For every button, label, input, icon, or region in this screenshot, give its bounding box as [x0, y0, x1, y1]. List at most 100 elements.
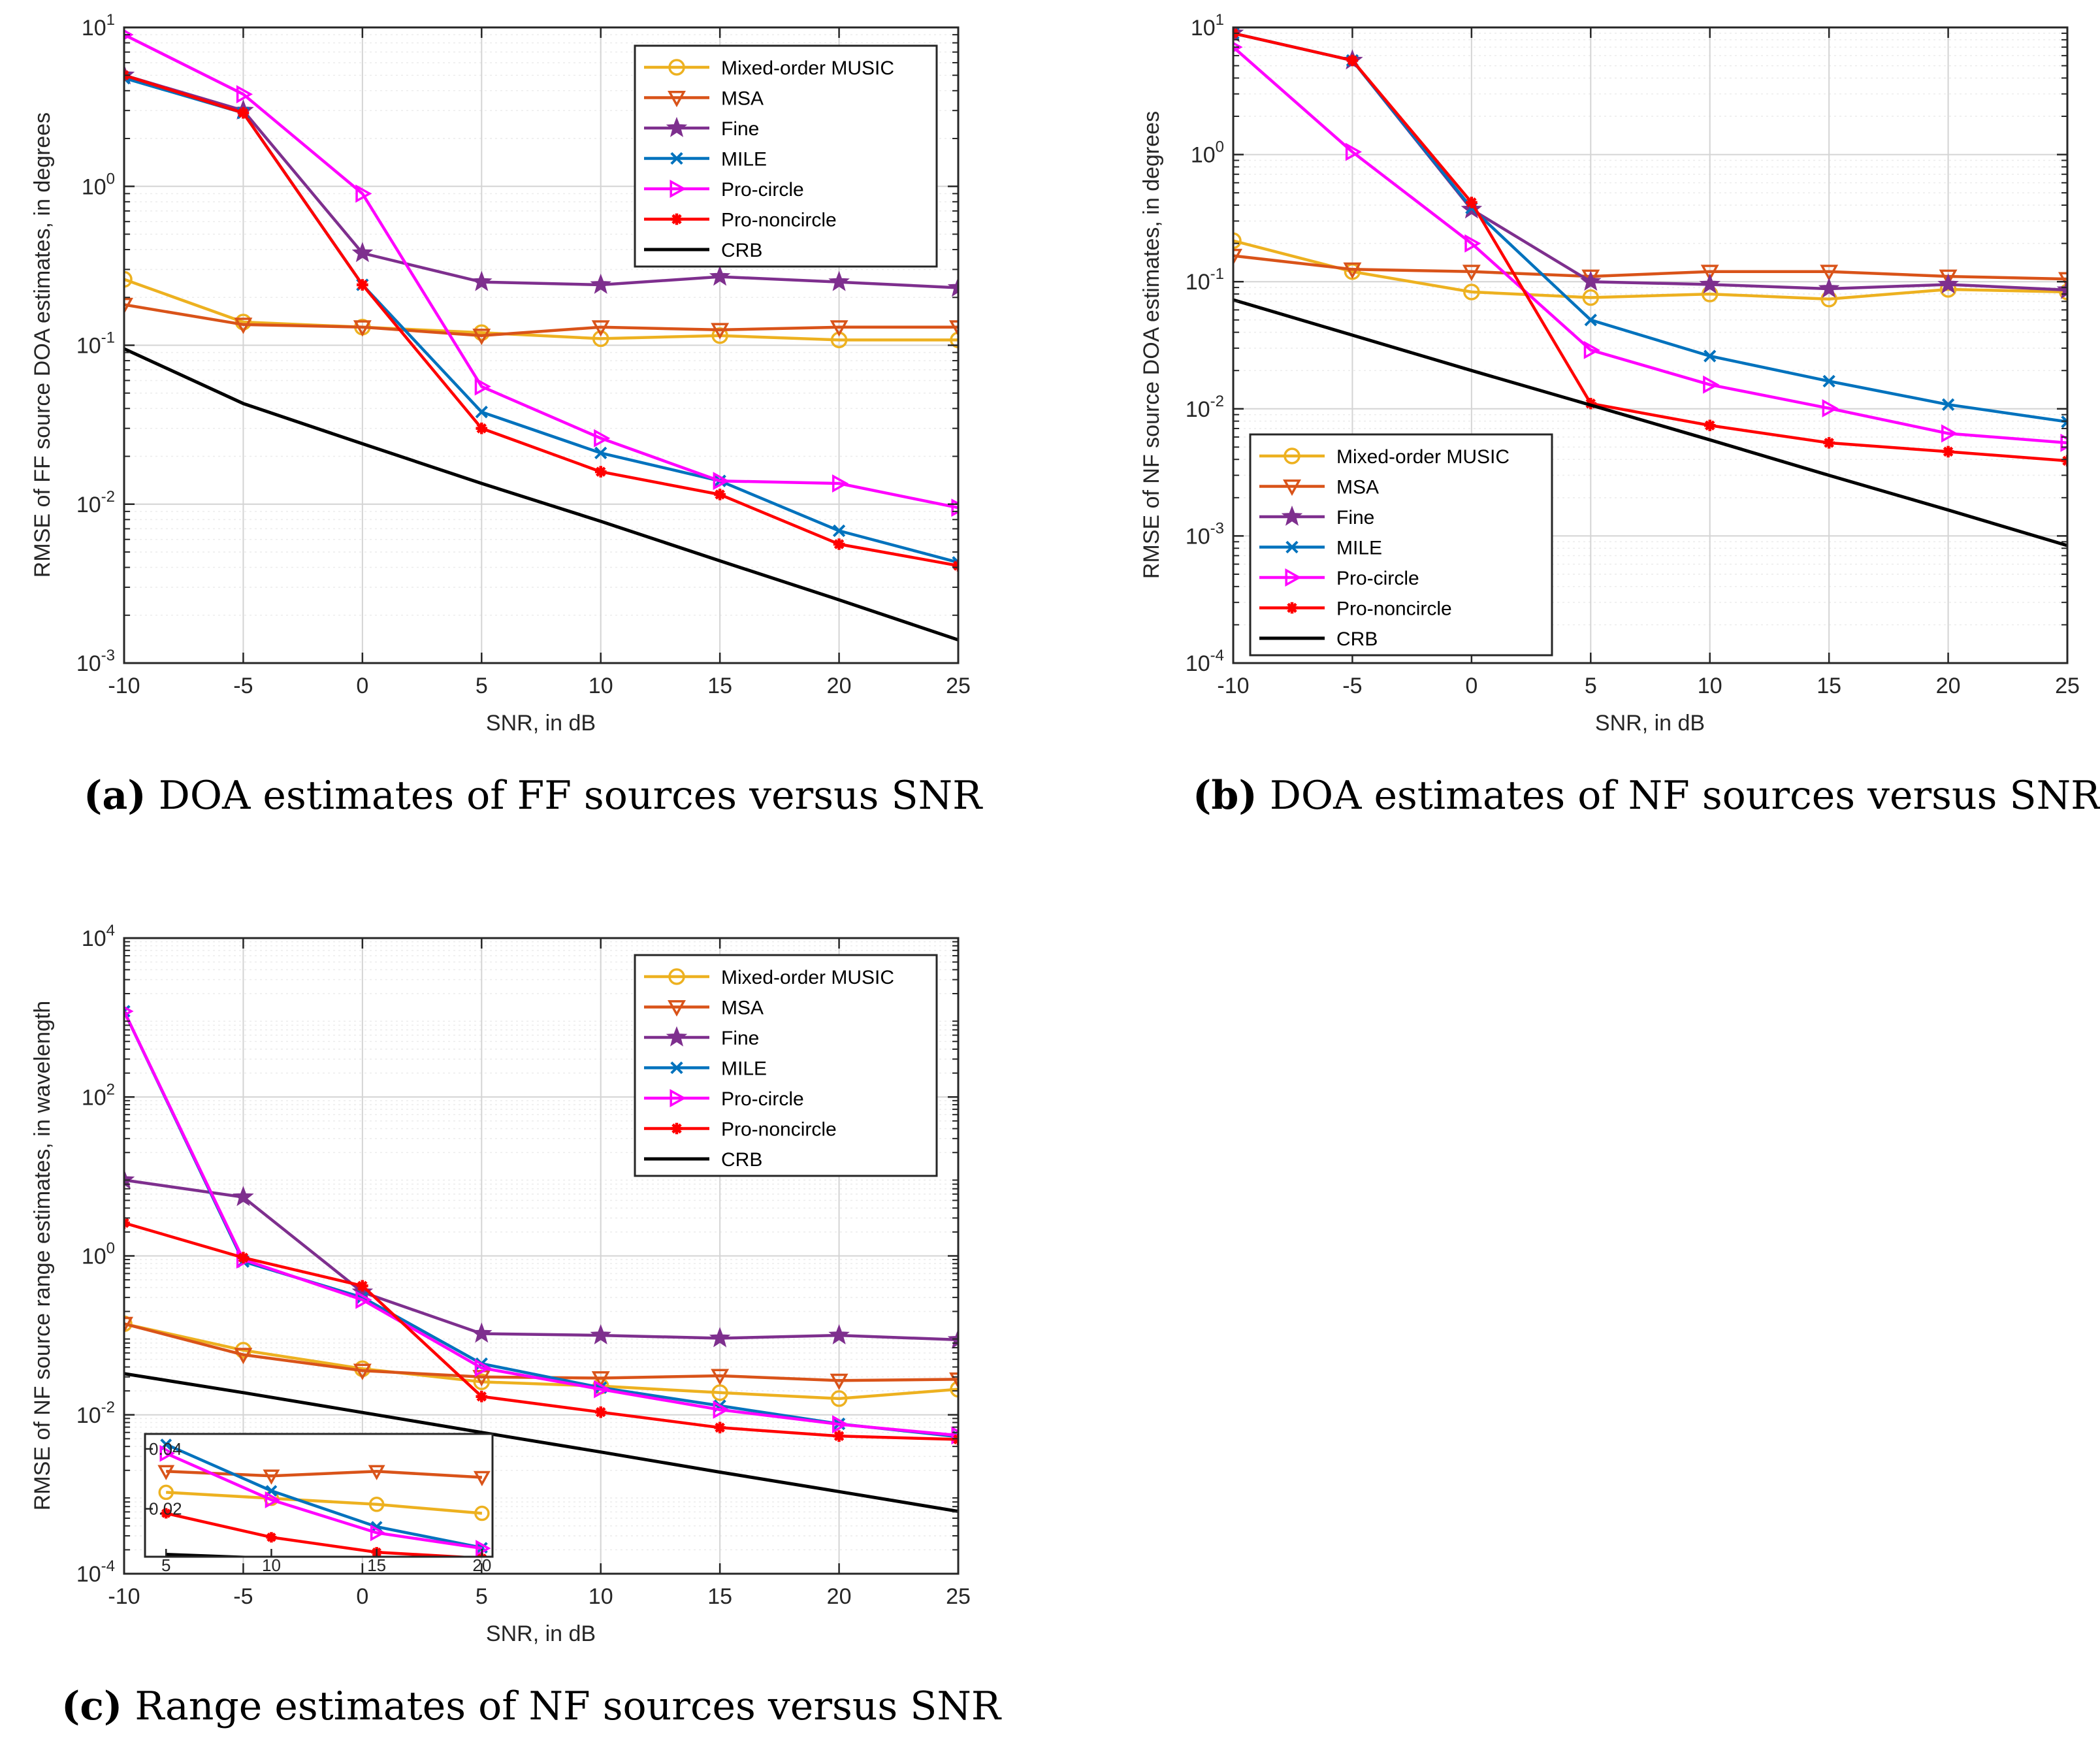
data-point [711, 1369, 730, 1386]
legend-c: Mixed-order MUSIC MSA Fine MILE Pro-circle Pr… [634, 954, 938, 1177]
data-point [594, 1380, 611, 1399]
data-point [476, 422, 488, 434]
data-point [594, 1406, 607, 1418]
x-tick-label: 15 [1817, 674, 1841, 698]
y-tick-label: 10-1 [76, 329, 115, 359]
legend-entry-fine: Fine [644, 116, 759, 140]
data-point [951, 498, 958, 517]
series-line [124, 33, 958, 510]
inset-series-line [165, 1452, 483, 1550]
inset-x-tick-label: 20 [472, 1555, 491, 1575]
series-line [1233, 298, 2067, 547]
x-tick-label: -10 [108, 1584, 140, 1609]
inset-data-point [474, 1505, 490, 1521]
data-point [1937, 273, 1959, 294]
data-point [355, 184, 372, 203]
caption-label: (c) [61, 1683, 122, 1729]
legend-label: Pro-circle [721, 179, 804, 201]
data-point [1822, 374, 1835, 388]
y-axis-label: RMSE of NF source DOA estimates, in degr… [1139, 111, 1164, 579]
y-tick-base: 10 [82, 1085, 106, 1110]
legend-entry-pro-noncircle: Pro-noncircle [644, 210, 837, 231]
inset-box [144, 1433, 494, 1558]
y-tick-base: 10 [82, 174, 106, 199]
inset-data-point [157, 1465, 175, 1480]
y-tick-base: 10 [76, 1562, 101, 1587]
legend-label: Fine [721, 1028, 759, 1049]
caption-c: (c) Range estimates of NF sources versus… [61, 1683, 1002, 1729]
data-point [471, 270, 493, 291]
legend-marker [668, 1000, 686, 1017]
y-tick-exponent: -3 [1210, 519, 1224, 537]
data-point [591, 320, 610, 337]
data-point [1345, 142, 1363, 161]
data-point [833, 1430, 845, 1442]
x-tick-label: 25 [2055, 674, 2080, 698]
data-point [1233, 232, 1242, 250]
y-tick-label: 10-4 [1186, 647, 1224, 676]
legend-label: CRB [721, 240, 762, 261]
inset-data-point [370, 1524, 386, 1542]
series-line [1233, 254, 2067, 281]
legend-label: Pro-circle [721, 1088, 804, 1110]
data-point [591, 1371, 610, 1388]
series-pro-noncircle [124, 69, 958, 572]
series-line [124, 1221, 958, 1441]
data-point [951, 1426, 958, 1445]
data-point [1462, 265, 1481, 282]
legend-label: Pro-noncircle [1336, 598, 1452, 620]
inset-y-tick-label: 0.02 [149, 1499, 182, 1519]
legend-label: CRB [1336, 628, 1378, 650]
y-tick-base: 10 [76, 493, 101, 517]
y-tick-exponent: -1 [101, 329, 115, 347]
legend-marker [1286, 602, 1298, 614]
legend-marker [666, 116, 688, 137]
x-tick-label: 0 [1465, 674, 1478, 698]
data-point [233, 1186, 254, 1207]
x-tick-label: -5 [233, 674, 253, 698]
y-axis-label: RMSE of NF source range estimates, in wa… [30, 1001, 55, 1510]
data-point [1343, 262, 1362, 279]
legend-entry-mixed-order-music: Mixed-order MUSIC [644, 967, 894, 988]
series-line [124, 74, 958, 289]
series-line [1233, 239, 2067, 301]
y-tick-base: 10 [1186, 270, 1210, 295]
series-crb [124, 1372, 958, 1513]
data-point [1466, 197, 1478, 208]
legend-marker [670, 180, 687, 198]
y-tick-label: 10-3 [76, 647, 115, 676]
data-point [1582, 289, 1600, 306]
data-point [353, 1363, 372, 1380]
y-tick-base: 10 [1191, 143, 1216, 168]
data-point [1823, 437, 1835, 449]
series-line [124, 278, 958, 342]
data-point [828, 270, 850, 291]
x-tick-label: -5 [233, 1584, 253, 1609]
caption-label: (a) [84, 773, 146, 819]
data-point [124, 297, 133, 315]
x-tick-label: 20 [827, 1584, 852, 1609]
x-tick-label: 5 [1585, 674, 1597, 698]
data-point [473, 324, 491, 341]
x-axis-label: SNR, in dB [1595, 711, 1705, 736]
inset-data-point [161, 1508, 172, 1519]
legend-marker [1285, 568, 1302, 587]
data-point [357, 1280, 368, 1292]
legend-marker [1284, 447, 1300, 464]
data-point [1704, 419, 1716, 432]
legend-marker [1283, 479, 1301, 496]
legend-entry-mile: MILE [644, 1058, 767, 1080]
y-tick-exponent: -2 [101, 1399, 115, 1416]
data-point [711, 1384, 728, 1401]
data-point [590, 1324, 611, 1344]
inset-series-line [165, 1512, 482, 1557]
legend-marker [1281, 505, 1303, 526]
data-point [471, 1322, 493, 1343]
legend-marker [670, 1089, 687, 1107]
x-tick-label: -5 [1342, 674, 1362, 698]
legend-label: Pro-noncircle [721, 210, 837, 231]
data-point [1941, 424, 1958, 443]
